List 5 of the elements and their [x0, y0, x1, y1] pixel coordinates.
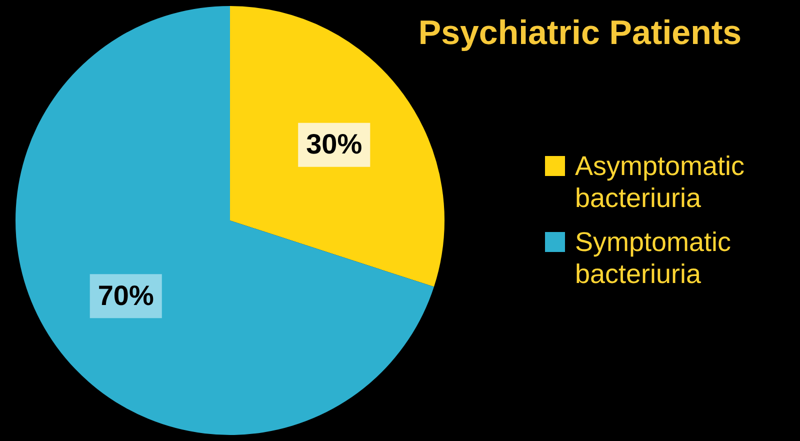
chart-title: Psychiatric Patients [417, 14, 743, 53]
data-label: 30% [306, 128, 362, 160]
legend-label: Symptomatic bacteriuria [575, 226, 732, 290]
legend-label: Asymptomatic bacteriuria [575, 150, 746, 214]
data-label: 70% [98, 280, 154, 311]
